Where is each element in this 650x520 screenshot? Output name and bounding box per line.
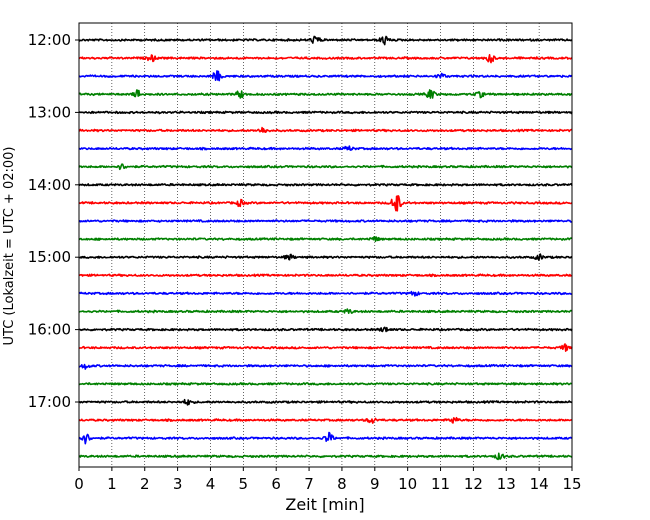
seismogram-trace-1215 — [78, 53, 573, 64]
seismogram-trace-1230 — [78, 70, 573, 82]
x-tick-label: 15 — [562, 475, 581, 493]
seismogram-trace-1500 — [78, 253, 573, 262]
seismogram-trace-1600 — [78, 326, 573, 333]
x-grid — [111, 23, 540, 467]
seismogram-trace-1745 — [78, 452, 573, 461]
x-tick-label: 11 — [431, 475, 450, 493]
seismogram-trace-1200 — [78, 35, 573, 46]
seismogram-trace-1245 — [78, 89, 573, 99]
y-tick-label: 14:00 — [28, 176, 71, 194]
x-tick-label: 7 — [304, 475, 314, 493]
y-tick-label: 17:00 — [28, 393, 71, 411]
x-tick-label: 3 — [173, 475, 183, 493]
x-tick-label: 9 — [370, 475, 380, 493]
seismogram-trace-1330 — [78, 145, 573, 151]
seismogram-trace-1730 — [78, 431, 573, 445]
x-tick-label: 6 — [271, 475, 281, 493]
x-axis-ticks: 0 1 2 3 4 5 6 7 8 9 10 11 12 13 14 15 — [74, 467, 582, 493]
seismogram-trace-1645 — [78, 382, 573, 386]
y-tick-label: 12:00 — [28, 31, 71, 49]
x-tick-label: 1 — [107, 475, 117, 493]
seismogram-trace-1515 — [78, 273, 573, 278]
x-tick-label: 14 — [530, 475, 549, 493]
seismogram-trace-1545 — [78, 308, 573, 315]
x-tick-label: 13 — [497, 475, 516, 493]
seismogram-trace-1430 — [78, 219, 573, 223]
plot-frame — [78, 22, 573, 468]
seismogram-trace-1315 — [78, 126, 573, 133]
seismogram-trace-1445 — [78, 236, 573, 242]
seismogram-trace-1615 — [78, 343, 573, 353]
x-axis-label: Zeit [min] — [285, 495, 364, 514]
y-axis-ticks: 12:00 13:00 14:00 15:00 16:00 17:00 — [28, 31, 79, 411]
x-tick-label: 8 — [337, 475, 347, 493]
seismogram-trace-1630 — [78, 363, 573, 370]
x-tick-label: 0 — [74, 475, 84, 493]
y-tick-label: 13:00 — [28, 103, 71, 121]
x-tick-label: 12 — [464, 475, 483, 493]
seismogram-trace-1700 — [78, 398, 573, 406]
x-tick-label: 4 — [206, 475, 216, 493]
seismogram-traces — [78, 35, 573, 461]
x-tick-label: 2 — [140, 475, 150, 493]
seismogram-trace-1345 — [78, 163, 573, 171]
seismogram-trace-1400 — [78, 183, 573, 187]
y-axis-label: UTC (Lokalzeit = UTC + 02:00) — [2, 147, 17, 346]
x-tick-label: 5 — [239, 475, 249, 493]
y-tick-label: 15:00 — [28, 248, 71, 266]
seismogram-trace-1530 — [78, 290, 573, 297]
y-tick-label: 16:00 — [28, 321, 71, 339]
seismogram-trace-1415 — [78, 195, 573, 212]
seismogram-trace-1715 — [78, 416, 573, 424]
seismogram-trace-1300 — [78, 110, 573, 115]
x-tick-label: 10 — [398, 475, 417, 493]
